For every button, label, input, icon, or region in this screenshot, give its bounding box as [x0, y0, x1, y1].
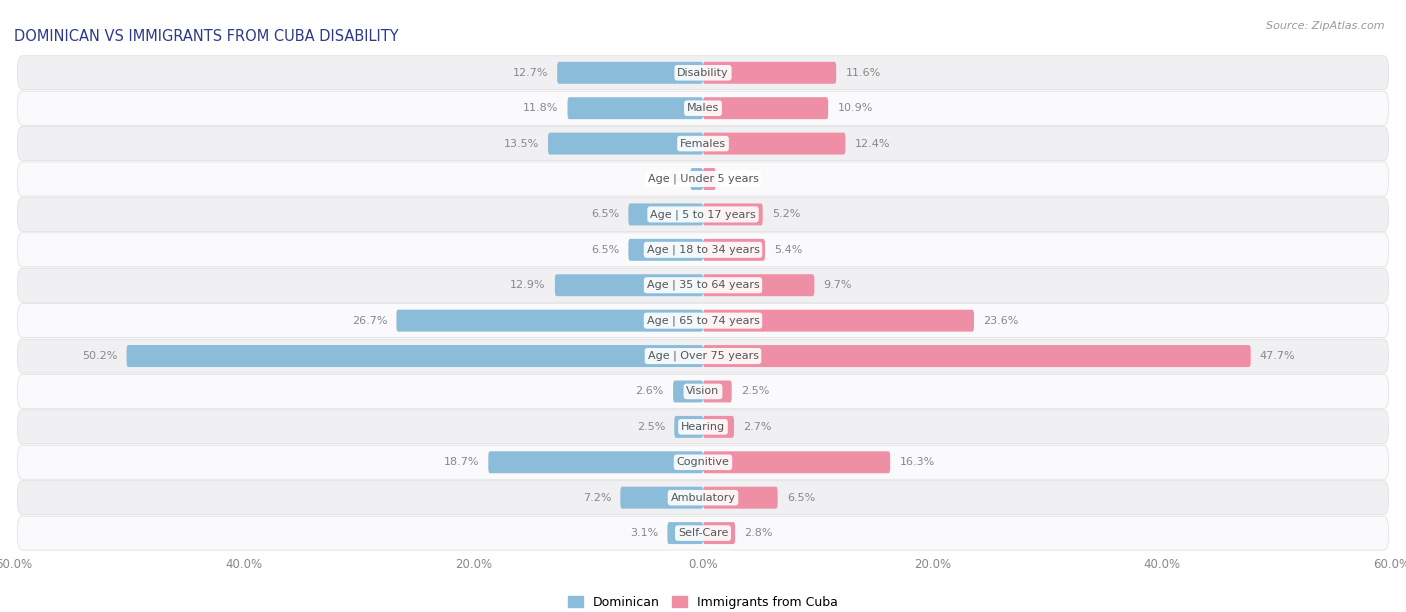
Text: 26.7%: 26.7%: [352, 316, 387, 326]
Text: Ambulatory: Ambulatory: [671, 493, 735, 502]
FancyBboxPatch shape: [17, 127, 1389, 160]
FancyBboxPatch shape: [555, 274, 703, 296]
FancyBboxPatch shape: [703, 97, 828, 119]
FancyBboxPatch shape: [548, 133, 703, 155]
FancyBboxPatch shape: [620, 487, 703, 509]
Text: Age | 65 to 74 years: Age | 65 to 74 years: [647, 315, 759, 326]
Text: Age | Over 75 years: Age | Over 75 years: [648, 351, 758, 361]
FancyBboxPatch shape: [703, 133, 845, 155]
FancyBboxPatch shape: [17, 446, 1389, 479]
FancyBboxPatch shape: [668, 522, 703, 544]
FancyBboxPatch shape: [703, 62, 837, 84]
Text: 2.5%: 2.5%: [741, 386, 769, 397]
FancyBboxPatch shape: [17, 480, 1389, 515]
Text: Age | 18 to 34 years: Age | 18 to 34 years: [647, 245, 759, 255]
FancyBboxPatch shape: [673, 381, 703, 403]
FancyBboxPatch shape: [17, 233, 1389, 267]
FancyBboxPatch shape: [17, 198, 1389, 231]
FancyBboxPatch shape: [17, 91, 1389, 125]
Text: 2.8%: 2.8%: [744, 528, 773, 538]
Text: 1.1%: 1.1%: [652, 174, 681, 184]
Text: DOMINICAN VS IMMIGRANTS FROM CUBA DISABILITY: DOMINICAN VS IMMIGRANTS FROM CUBA DISABI…: [14, 29, 399, 44]
FancyBboxPatch shape: [703, 381, 731, 403]
Text: 12.9%: 12.9%: [510, 280, 546, 290]
Text: 16.3%: 16.3%: [900, 457, 935, 468]
Text: Males: Males: [688, 103, 718, 113]
FancyBboxPatch shape: [568, 97, 703, 119]
FancyBboxPatch shape: [690, 168, 703, 190]
FancyBboxPatch shape: [703, 487, 778, 509]
FancyBboxPatch shape: [703, 345, 1251, 367]
Text: Cognitive: Cognitive: [676, 457, 730, 468]
FancyBboxPatch shape: [17, 410, 1389, 444]
FancyBboxPatch shape: [703, 416, 734, 438]
FancyBboxPatch shape: [703, 451, 890, 473]
FancyBboxPatch shape: [17, 304, 1389, 338]
Text: 6.5%: 6.5%: [787, 493, 815, 502]
Text: Vision: Vision: [686, 386, 720, 397]
FancyBboxPatch shape: [703, 310, 974, 332]
Text: 50.2%: 50.2%: [82, 351, 117, 361]
Text: 7.2%: 7.2%: [582, 493, 612, 502]
Text: 23.6%: 23.6%: [983, 316, 1018, 326]
Text: 1.1%: 1.1%: [725, 174, 754, 184]
FancyBboxPatch shape: [17, 516, 1389, 550]
FancyBboxPatch shape: [488, 451, 703, 473]
FancyBboxPatch shape: [703, 239, 765, 261]
FancyBboxPatch shape: [396, 310, 703, 332]
Text: 2.5%: 2.5%: [637, 422, 665, 432]
FancyBboxPatch shape: [703, 522, 735, 544]
Text: 6.5%: 6.5%: [591, 209, 619, 220]
Text: 47.7%: 47.7%: [1260, 351, 1295, 361]
Text: 5.2%: 5.2%: [772, 209, 800, 220]
FancyBboxPatch shape: [17, 56, 1389, 90]
FancyBboxPatch shape: [703, 274, 814, 296]
Text: 11.8%: 11.8%: [523, 103, 558, 113]
Text: Females: Females: [681, 138, 725, 149]
FancyBboxPatch shape: [557, 62, 703, 84]
Text: 12.4%: 12.4%: [855, 138, 890, 149]
Text: 13.5%: 13.5%: [503, 138, 538, 149]
Text: 10.9%: 10.9%: [838, 103, 873, 113]
Text: 12.7%: 12.7%: [513, 68, 548, 78]
FancyBboxPatch shape: [703, 168, 716, 190]
Text: Age | Under 5 years: Age | Under 5 years: [648, 174, 758, 184]
Text: Disability: Disability: [678, 68, 728, 78]
FancyBboxPatch shape: [17, 339, 1389, 373]
Text: Source: ZipAtlas.com: Source: ZipAtlas.com: [1267, 21, 1385, 31]
FancyBboxPatch shape: [628, 203, 703, 225]
FancyBboxPatch shape: [675, 416, 703, 438]
Text: 6.5%: 6.5%: [591, 245, 619, 255]
FancyBboxPatch shape: [628, 239, 703, 261]
Text: 2.6%: 2.6%: [636, 386, 664, 397]
FancyBboxPatch shape: [17, 268, 1389, 302]
Text: Age | 35 to 64 years: Age | 35 to 64 years: [647, 280, 759, 291]
FancyBboxPatch shape: [127, 345, 703, 367]
Text: 9.7%: 9.7%: [824, 280, 852, 290]
Text: Hearing: Hearing: [681, 422, 725, 432]
Text: 3.1%: 3.1%: [630, 528, 658, 538]
Text: Age | 5 to 17 years: Age | 5 to 17 years: [650, 209, 756, 220]
Text: Self-Care: Self-Care: [678, 528, 728, 538]
Legend: Dominican, Immigrants from Cuba: Dominican, Immigrants from Cuba: [562, 591, 844, 612]
FancyBboxPatch shape: [17, 162, 1389, 196]
Text: 11.6%: 11.6%: [845, 68, 880, 78]
FancyBboxPatch shape: [703, 203, 762, 225]
FancyBboxPatch shape: [17, 375, 1389, 408]
Text: 5.4%: 5.4%: [775, 245, 803, 255]
Text: 18.7%: 18.7%: [444, 457, 479, 468]
Text: 2.7%: 2.7%: [744, 422, 772, 432]
